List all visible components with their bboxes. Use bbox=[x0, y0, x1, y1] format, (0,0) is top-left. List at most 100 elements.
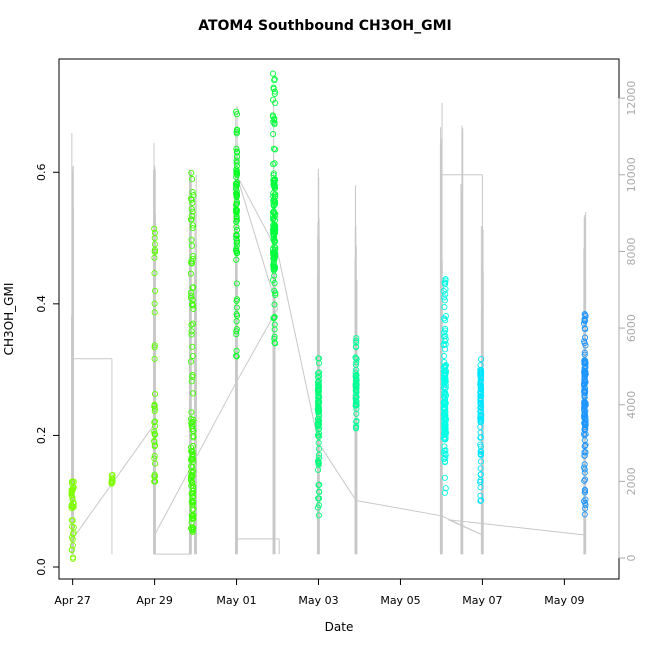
data-point bbox=[582, 364, 589, 371]
data-point bbox=[478, 403, 485, 410]
data-point bbox=[440, 341, 447, 349]
data-point bbox=[271, 160, 278, 167]
data-point bbox=[442, 332, 449, 340]
x-tick-label: Apr 29 bbox=[136, 594, 173, 607]
data-point bbox=[187, 444, 195, 451]
data-point bbox=[189, 512, 196, 519]
data-point bbox=[188, 236, 195, 243]
data-point bbox=[314, 373, 321, 381]
data-point bbox=[441, 425, 448, 432]
data-point bbox=[68, 488, 75, 495]
data-point bbox=[187, 270, 194, 277]
data-point bbox=[441, 391, 448, 398]
data-point bbox=[151, 478, 158, 485]
data-point bbox=[315, 377, 323, 384]
data-point bbox=[315, 445, 323, 452]
data-point bbox=[581, 340, 588, 347]
data-point bbox=[188, 490, 195, 497]
data-point bbox=[314, 385, 322, 392]
data-point bbox=[270, 258, 277, 265]
data-point bbox=[270, 215, 277, 222]
data-point bbox=[189, 189, 196, 196]
data-point bbox=[271, 252, 278, 259]
data-point bbox=[442, 454, 449, 461]
data-point bbox=[353, 418, 360, 425]
data-point bbox=[151, 405, 158, 412]
data-point bbox=[233, 170, 240, 177]
data-point bbox=[353, 335, 360, 342]
data-point bbox=[477, 451, 485, 458]
data-point bbox=[188, 519, 195, 526]
data-point bbox=[68, 517, 75, 524]
data-point bbox=[190, 416, 197, 423]
data-point bbox=[188, 477, 195, 484]
data-point bbox=[151, 390, 159, 398]
x-axis: Apr 27 Apr 29 May 01 May 03 May 05 May 07 May … bbox=[54, 578, 584, 607]
y-tick-label: 0.6 bbox=[35, 164, 48, 182]
data-point bbox=[442, 346, 449, 353]
data-point bbox=[477, 441, 484, 448]
data-point bbox=[271, 88, 279, 95]
y-axis-label: CH3OH_GMI bbox=[2, 283, 16, 356]
data-point bbox=[188, 328, 195, 335]
data-point bbox=[233, 166, 240, 173]
data-point bbox=[233, 232, 240, 239]
data-point bbox=[109, 475, 116, 482]
altitude-path bbox=[72, 174, 585, 540]
data-point bbox=[352, 394, 359, 401]
x-tick-label: Apr 27 bbox=[54, 594, 91, 607]
data-point bbox=[477, 369, 484, 376]
data-point bbox=[272, 146, 279, 153]
data-point bbox=[581, 349, 588, 356]
data-point bbox=[352, 373, 359, 380]
data-point bbox=[270, 263, 277, 270]
data-point bbox=[582, 388, 589, 395]
data-point bbox=[353, 366, 360, 373]
data-point bbox=[151, 431, 159, 438]
data-point bbox=[233, 149, 241, 156]
data-point bbox=[270, 145, 277, 152]
data-point bbox=[233, 256, 240, 263]
points-layer bbox=[68, 70, 589, 562]
data-point bbox=[233, 209, 240, 216]
data-point bbox=[68, 480, 76, 487]
data-point bbox=[233, 188, 240, 195]
data-point bbox=[188, 498, 195, 506]
data-point bbox=[271, 90, 278, 97]
data-point bbox=[441, 443, 448, 450]
data-point bbox=[151, 455, 158, 462]
data-point bbox=[441, 294, 448, 301]
data-point bbox=[190, 483, 197, 490]
data-point bbox=[190, 390, 197, 397]
data-point bbox=[233, 198, 240, 205]
data-point bbox=[440, 329, 447, 336]
data-point bbox=[315, 370, 322, 377]
data-point bbox=[69, 530, 77, 538]
data-point bbox=[270, 161, 277, 168]
data-point bbox=[315, 451, 323, 458]
data-point bbox=[270, 255, 277, 262]
data-point bbox=[189, 528, 196, 536]
chart-title: ATOM4 Southbound CH3OH_GMI bbox=[198, 18, 452, 34]
data-point bbox=[188, 216, 195, 223]
data-point bbox=[271, 280, 278, 287]
data-point bbox=[442, 378, 449, 386]
data-point bbox=[271, 76, 278, 83]
data-point bbox=[233, 237, 241, 244]
data-point bbox=[188, 213, 195, 220]
data-point bbox=[270, 181, 277, 188]
data-point bbox=[189, 176, 196, 183]
data-point bbox=[233, 191, 240, 198]
data-point bbox=[582, 385, 589, 392]
data-point bbox=[151, 248, 158, 255]
data-point bbox=[441, 297, 448, 304]
data-point bbox=[270, 131, 277, 138]
data-point bbox=[316, 481, 323, 488]
data-point bbox=[271, 301, 278, 308]
data-point bbox=[478, 448, 485, 456]
y-tick-label: 0.2 bbox=[35, 427, 48, 445]
data-point bbox=[581, 489, 588, 496]
data-point bbox=[353, 339, 360, 346]
data-point bbox=[151, 270, 158, 277]
